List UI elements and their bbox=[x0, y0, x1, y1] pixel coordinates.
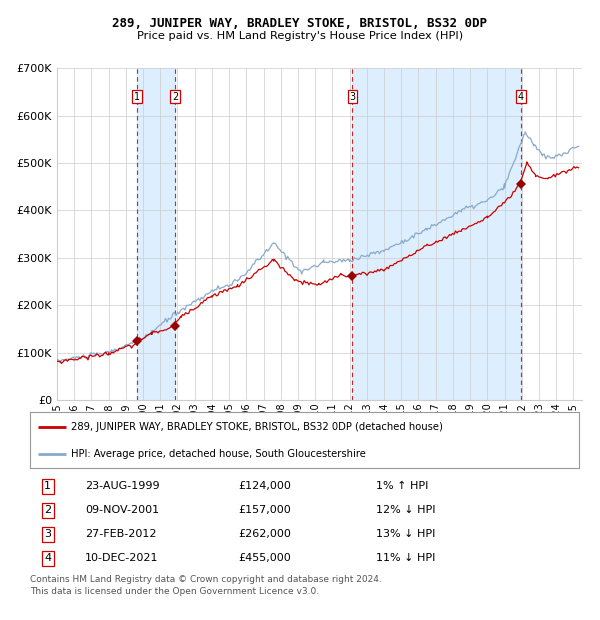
Text: 289, JUNIPER WAY, BRADLEY STOKE, BRISTOL, BS32 0DP: 289, JUNIPER WAY, BRADLEY STOKE, BRISTOL… bbox=[113, 17, 487, 30]
Text: 27-FEB-2012: 27-FEB-2012 bbox=[85, 529, 157, 539]
Text: 2: 2 bbox=[44, 505, 51, 515]
Text: Contains HM Land Registry data © Crown copyright and database right 2024.: Contains HM Land Registry data © Crown c… bbox=[30, 575, 382, 585]
Text: 23-AUG-1999: 23-AUG-1999 bbox=[85, 481, 160, 491]
Text: This data is licensed under the Open Government Licence v3.0.: This data is licensed under the Open Gov… bbox=[30, 587, 319, 596]
Text: 1% ↑ HPI: 1% ↑ HPI bbox=[376, 481, 428, 491]
Text: 4: 4 bbox=[44, 554, 51, 564]
Text: 289, JUNIPER WAY, BRADLEY STOKE, BRISTOL, BS32 0DP (detached house): 289, JUNIPER WAY, BRADLEY STOKE, BRISTOL… bbox=[71, 422, 443, 432]
Text: 09-NOV-2001: 09-NOV-2001 bbox=[85, 505, 159, 515]
Text: 1: 1 bbox=[44, 481, 51, 491]
Text: 3: 3 bbox=[349, 92, 355, 102]
Text: 3: 3 bbox=[44, 529, 51, 539]
Text: £262,000: £262,000 bbox=[239, 529, 292, 539]
Text: 13% ↓ HPI: 13% ↓ HPI bbox=[376, 529, 435, 539]
Bar bbox=[137, 68, 175, 400]
Text: £124,000: £124,000 bbox=[239, 481, 292, 491]
Text: 4: 4 bbox=[518, 92, 524, 102]
Text: Price paid vs. HM Land Registry's House Price Index (HPI): Price paid vs. HM Land Registry's House … bbox=[137, 31, 463, 41]
Text: 11% ↓ HPI: 11% ↓ HPI bbox=[376, 554, 435, 564]
Text: 10-DEC-2021: 10-DEC-2021 bbox=[85, 554, 158, 564]
Text: £157,000: £157,000 bbox=[239, 505, 292, 515]
Text: 2: 2 bbox=[172, 92, 178, 102]
Text: 12% ↓ HPI: 12% ↓ HPI bbox=[376, 505, 436, 515]
Text: 1: 1 bbox=[134, 92, 140, 102]
Text: HPI: Average price, detached house, South Gloucestershire: HPI: Average price, detached house, Sout… bbox=[71, 449, 366, 459]
Bar bbox=[352, 68, 521, 400]
Text: £455,000: £455,000 bbox=[239, 554, 292, 564]
